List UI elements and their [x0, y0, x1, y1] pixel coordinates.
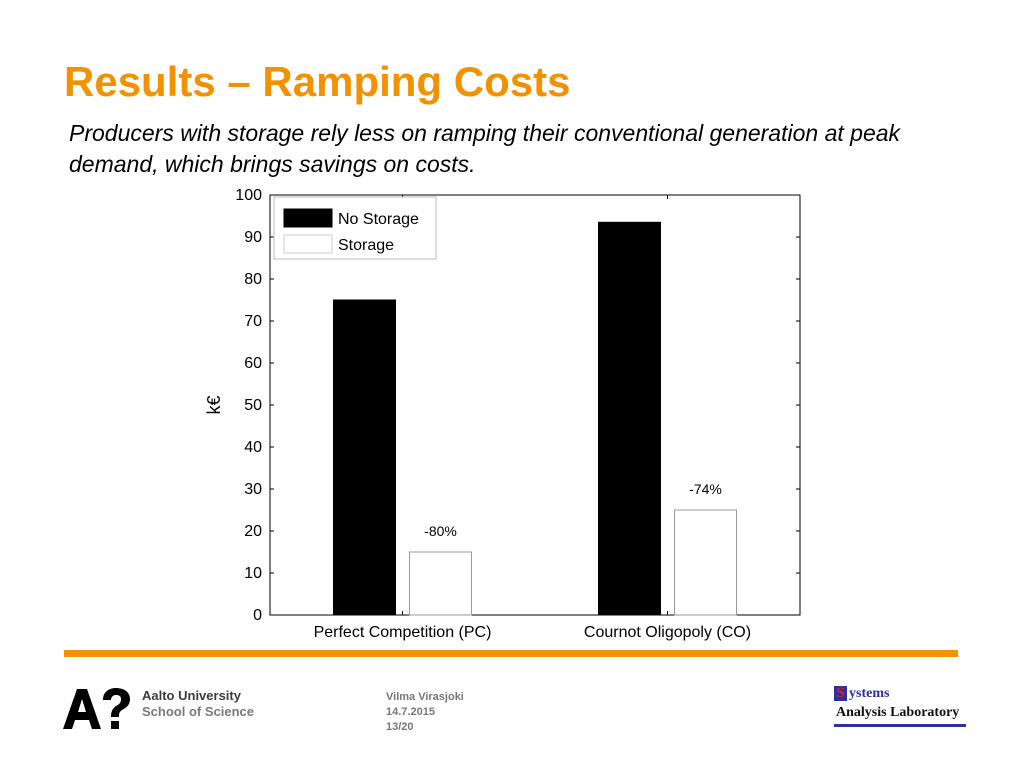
aalto-logo-icon: [63, 688, 130, 729]
slide-subtitle: Producers with storage rely less on ramp…: [69, 120, 901, 177]
bar-annotation: -74%: [689, 481, 722, 497]
legend-swatch: [283, 208, 333, 228]
bar-no-storage: [333, 299, 396, 616]
sal-logo-line2: Analysis Laboratory: [836, 705, 960, 720]
y-tick-label: 80: [244, 271, 262, 288]
y-tick-label: 90: [244, 229, 262, 246]
y-tick-label: 30: [244, 481, 262, 498]
slide-date: 14.7.2015: [386, 706, 435, 718]
y-tick-label: 40: [244, 439, 262, 456]
ramping-costs-bar-chart: 0 10 20 30 40 50 60 70 80 90 100 k€ Perfect Competit…: [204, 187, 801, 641]
bar-storage: [409, 551, 472, 616]
bar-storage: [674, 509, 737, 616]
x-tick-label: Perfect Competition (PC): [314, 624, 492, 641]
y-tick-label: 20: [244, 523, 262, 540]
legend-label: No Storage: [338, 211, 419, 228]
sal-logo-underline: [834, 724, 966, 727]
university-line: Aalto University: [142, 688, 241, 703]
y-tick-label: 60: [244, 355, 262, 372]
legend-label: Storage: [338, 237, 394, 254]
slide-title: Results – Ramping Costs: [64, 58, 571, 105]
bar-no-storage: [598, 221, 661, 616]
y-tick-label: 0: [253, 607, 262, 624]
y-axis-label: k€: [204, 395, 224, 414]
sal-logo-letter: S: [834, 686, 847, 701]
footer-divider: [64, 650, 958, 657]
legend-swatch: [283, 234, 333, 254]
x-tick-label: Cournot Oligopoly (CO): [584, 624, 751, 641]
author-name: Vilma Virasjoki: [386, 691, 464, 703]
sal-logo-line1: ystems: [849, 686, 890, 701]
slide-footer-info: Vilma Virasjoki 14.7.2015 13/20: [386, 690, 464, 735]
y-tick-label: 100: [235, 187, 262, 204]
y-tick-label: 10: [244, 565, 262, 582]
school-line: School of Science: [142, 704, 254, 719]
bar-annotation: -80%: [424, 523, 457, 539]
systems-analysis-laboratory-logo: S ystems Analysis Laboratory: [834, 684, 966, 732]
university-name: Aalto University School of Science: [142, 688, 254, 720]
y-tick-label: 50: [244, 397, 262, 414]
y-tick-label: 70: [244, 313, 262, 330]
page-number: 13/20: [386, 721, 414, 733]
